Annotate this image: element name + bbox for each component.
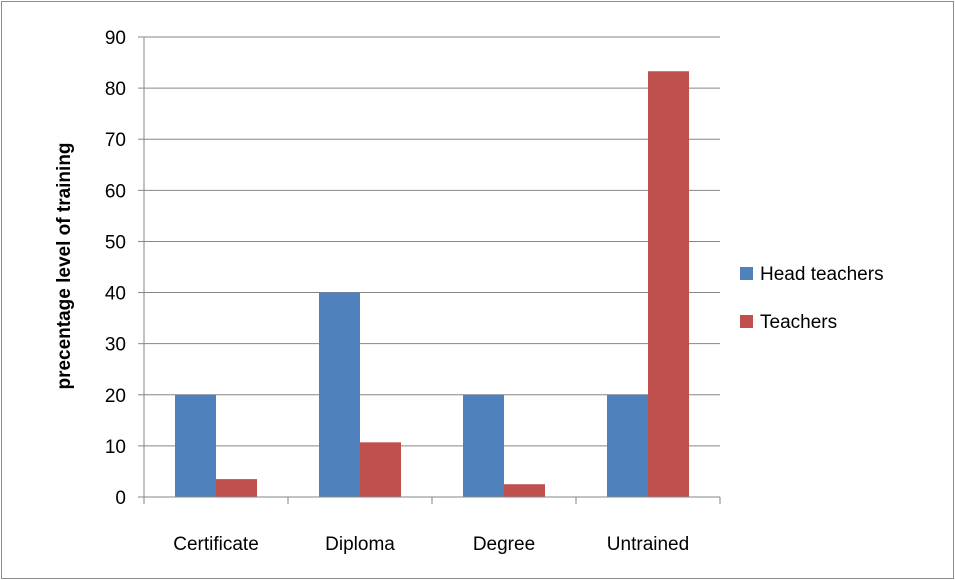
y-tick-label: 40: [105, 284, 126, 305]
legend-label: Teachers: [760, 312, 837, 333]
bar-head-teachers-untrained: [607, 394, 648, 497]
y-tick-label: 90: [105, 28, 126, 49]
bar-head-teachers-certificate: [175, 394, 216, 497]
legend-label: Head teachers: [760, 264, 884, 285]
axes: [138, 36, 721, 504]
bar-teachers-degree: [504, 484, 545, 497]
x-tick-label: Untrained: [607, 534, 689, 555]
bar-teachers-diploma: [360, 442, 401, 497]
legend: Head teachers Teachers: [740, 264, 884, 333]
legend-swatch: [740, 267, 753, 280]
y-axis-label: precentage level of training: [54, 142, 75, 389]
x-tick-label: Diploma: [325, 534, 395, 555]
y-tick-label: 70: [105, 130, 126, 151]
legend-swatch: [740, 315, 753, 328]
bar-teachers-untrained: [648, 71, 689, 497]
y-tick-label: 0: [115, 488, 126, 509]
y-tick-label: 30: [105, 335, 126, 356]
y-tick-label: 20: [105, 386, 126, 407]
y-tick-label: 80: [105, 79, 126, 100]
bar-head-teachers-diploma: [319, 292, 360, 497]
bar-head-teachers-degree: [463, 394, 504, 497]
x-tick-labels: Certificate Diploma Degree Untrained: [173, 534, 689, 555]
bars: [175, 71, 689, 497]
gridlines: [144, 36, 720, 447]
y-tick-label: 50: [105, 232, 126, 253]
y-tick-label: 60: [105, 181, 126, 202]
x-tick-label: Certificate: [173, 534, 259, 555]
x-tick-label: Degree: [473, 534, 535, 555]
y-tick-label: 10: [105, 437, 126, 458]
bar-teachers-certificate: [216, 479, 257, 497]
y-tick-labels: 0 10 20 30 40 50 60 70 80 90: [105, 28, 126, 509]
